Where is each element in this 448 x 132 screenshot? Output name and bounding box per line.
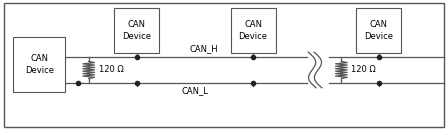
Text: CAN
Device: CAN Device	[239, 20, 267, 41]
Text: 120 Ω: 120 Ω	[99, 65, 123, 74]
FancyBboxPatch shape	[231, 8, 276, 53]
Text: CAN
Device: CAN Device	[122, 20, 151, 41]
Text: 120 Ω: 120 Ω	[351, 65, 376, 74]
FancyBboxPatch shape	[13, 37, 65, 92]
FancyBboxPatch shape	[4, 3, 444, 127]
Text: CAN
Device: CAN Device	[25, 54, 54, 75]
Text: CAN_L: CAN_L	[181, 86, 208, 95]
FancyBboxPatch shape	[356, 8, 401, 53]
Text: CAN_H: CAN_H	[190, 44, 218, 53]
FancyBboxPatch shape	[114, 8, 159, 53]
Text: CAN
Device: CAN Device	[364, 20, 393, 41]
